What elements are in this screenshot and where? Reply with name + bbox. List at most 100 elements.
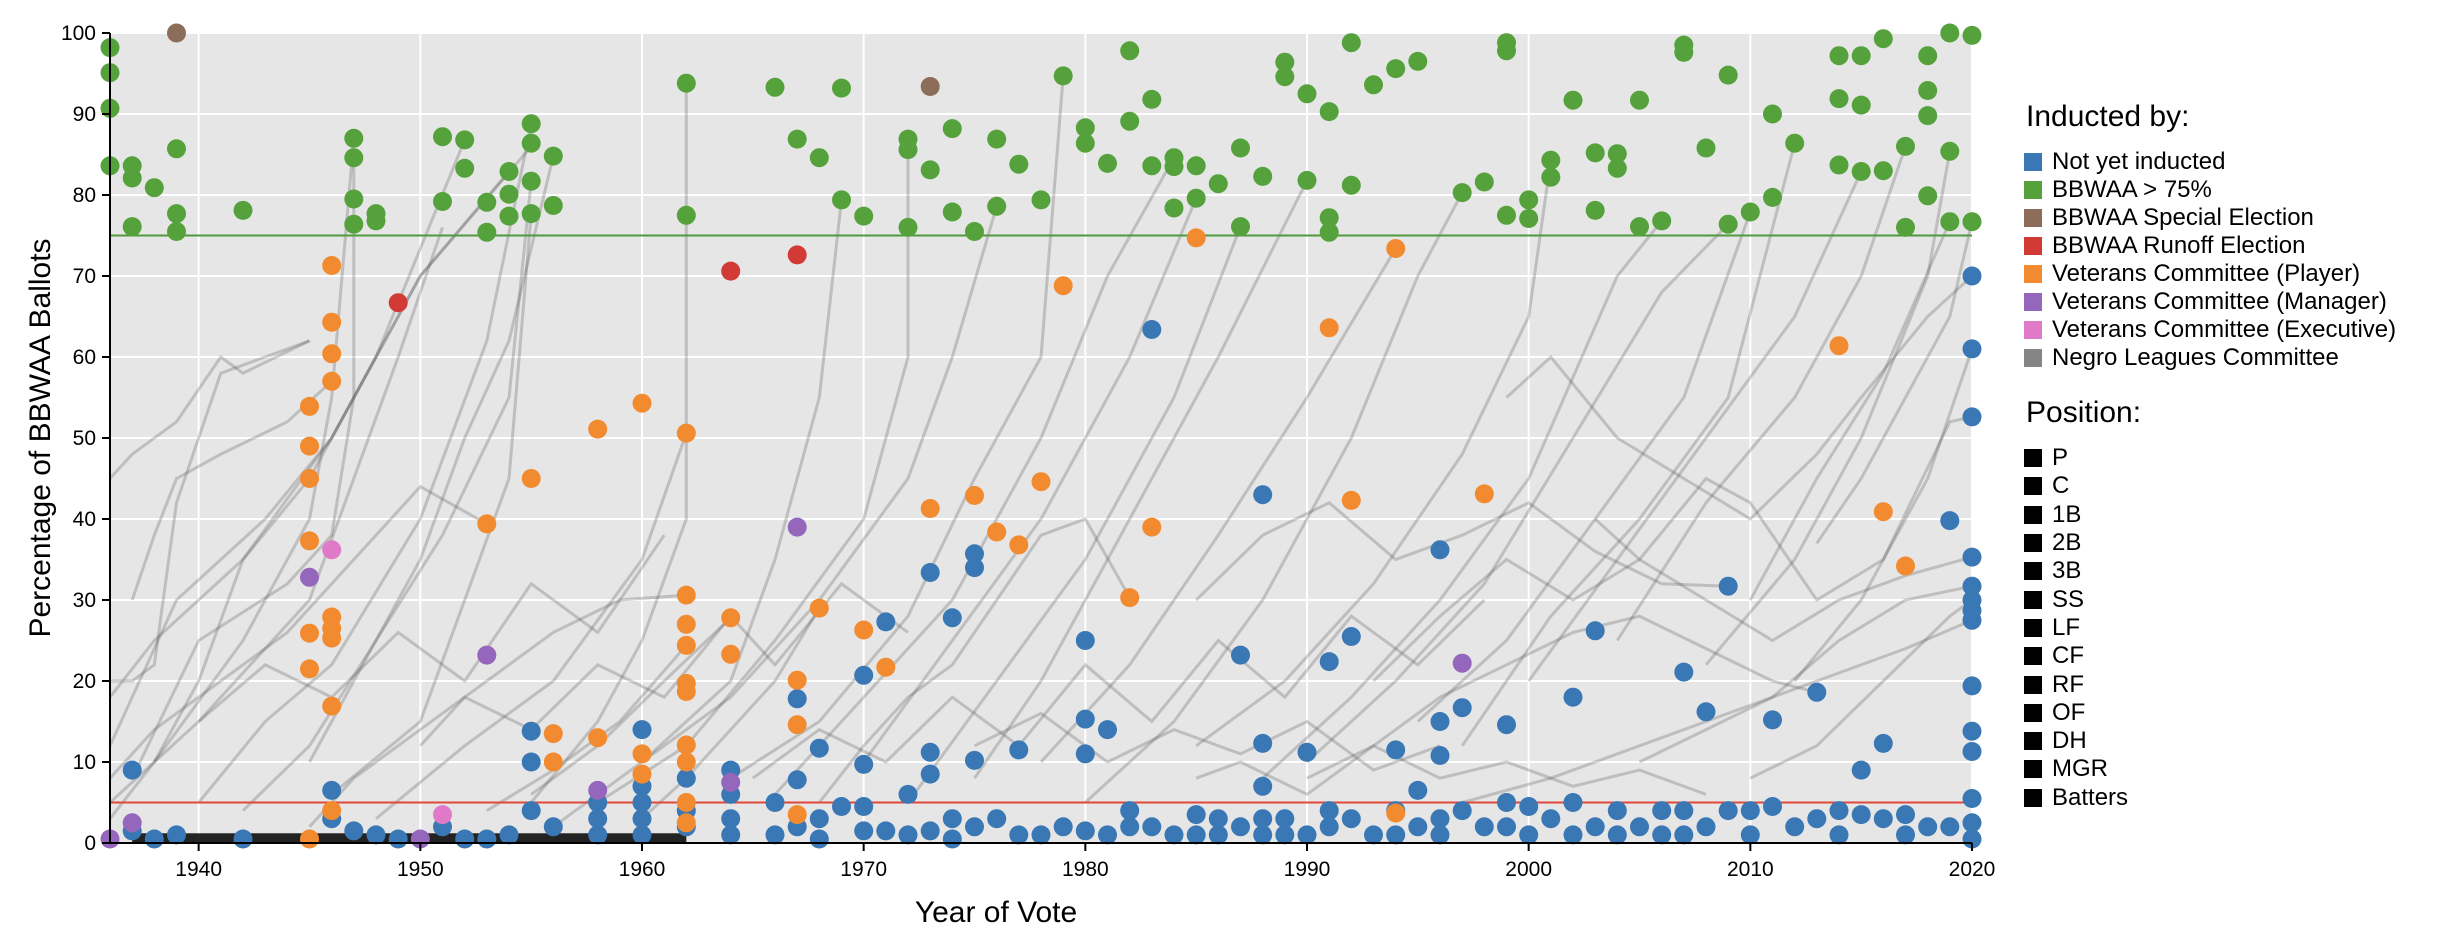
data-point[interactable] [942,119,962,139]
data-point[interactable] [1364,75,1383,95]
data-point[interactable] [1718,801,1738,821]
data-point[interactable] [543,724,563,744]
data-point[interactable] [388,293,408,313]
data-point[interactable] [1696,702,1716,722]
data-point[interactable] [322,780,342,800]
data-point[interactable] [322,312,342,332]
data-point[interactable] [676,205,696,225]
data-point[interactable] [1607,825,1627,845]
data-point[interactable] [1186,188,1206,208]
data-point[interactable] [1474,817,1494,837]
data-point[interactable] [632,764,652,784]
data-point[interactable] [1962,25,1982,45]
data-point[interactable] [588,780,608,800]
data-point[interactable] [1896,217,1915,237]
data-point[interactable] [1341,175,1361,195]
data-point[interactable] [1763,187,1782,207]
data-point[interactable] [1231,217,1250,237]
data-point[interactable] [588,809,608,829]
data-point[interactable] [1851,95,1871,115]
data-point[interactable] [1319,652,1339,672]
data-point[interactable] [1098,720,1117,740]
data-point[interactable] [1519,190,1539,210]
data-point[interactable] [832,797,851,816]
data-point[interactable] [543,752,563,772]
data-point[interactable] [854,754,874,774]
data-point[interactable] [1120,41,1140,61]
data-point[interactable] [987,522,1007,542]
data-point[interactable] [787,689,807,709]
data-point[interactable] [854,821,874,841]
data-point[interactable] [1164,825,1184,845]
data-point[interactable] [1497,817,1516,837]
data-point[interactable] [1851,760,1871,780]
data-point[interactable] [300,531,319,551]
data-point[interactable] [300,469,319,488]
data-point[interactable] [366,825,386,845]
data-point[interactable] [1253,485,1273,505]
data-point[interactable] [1120,588,1140,608]
data-point[interactable] [455,130,475,150]
data-point[interactable] [1009,154,1029,174]
data-point[interactable] [1585,621,1605,641]
data-point[interactable] [1031,825,1051,845]
data-point[interactable] [854,665,874,685]
data-point[interactable] [1075,821,1095,841]
data-point[interactable] [676,752,696,772]
data-point[interactable] [1386,239,1406,258]
data-point[interactable] [1519,797,1539,816]
data-point[interactable] [1098,825,1117,845]
position-item[interactable]: 3B [2024,557,2444,585]
data-point[interactable] [1896,556,1915,576]
data-point[interactable] [322,540,342,560]
data-point[interactable] [1962,610,1982,630]
data-point[interactable] [721,809,741,829]
data-point[interactable] [942,809,962,829]
data-point[interactable] [300,567,319,587]
data-point[interactable] [433,127,452,147]
data-point[interactable] [832,190,851,210]
data-point[interactable] [1386,825,1406,845]
data-point[interactable] [1696,138,1716,158]
data-point[interactable] [144,178,164,198]
data-point[interactable] [1297,170,1317,190]
data-point[interactable] [1962,721,1982,741]
data-point[interactable] [521,752,541,772]
data-point[interactable] [1541,809,1561,829]
data-point[interactable] [1851,805,1871,825]
data-point[interactable] [1164,157,1184,177]
data-point[interactable] [920,77,940,96]
data-point[interactable] [1962,813,1982,833]
data-point[interactable] [920,160,940,180]
data-point[interactable] [521,801,541,821]
data-point[interactable] [809,148,829,168]
data-point[interactable] [1962,789,1982,808]
data-point[interactable] [1674,42,1694,62]
data-point[interactable] [1652,825,1672,845]
data-point[interactable] [1253,825,1273,845]
data-point[interactable] [676,635,696,655]
data-point[interactable] [1740,825,1760,845]
data-point[interactable] [1585,143,1605,163]
data-point[interactable] [1208,809,1228,829]
data-point[interactable] [1098,153,1117,173]
data-point[interactable] [965,544,984,564]
data-point[interactable] [521,133,541,153]
data-point[interactable] [965,486,984,505]
data-point[interactable] [322,344,342,364]
data-point[interactable] [122,760,142,780]
data-point[interactable] [987,129,1007,149]
data-point[interactable] [1430,809,1450,829]
data-point[interactable] [499,206,519,226]
data-point[interactable] [1519,209,1539,228]
data-point[interactable] [322,696,342,716]
data-point[interactable] [1940,212,1960,232]
data-point[interactable] [721,608,741,628]
data-point[interactable] [1940,511,1960,531]
data-point[interactable] [1253,809,1273,829]
data-point[interactable] [1430,746,1450,765]
data-point[interactable] [1164,198,1184,218]
data-point[interactable] [1497,41,1516,61]
data-point[interactable] [1541,167,1561,187]
data-point[interactable] [1674,662,1694,682]
